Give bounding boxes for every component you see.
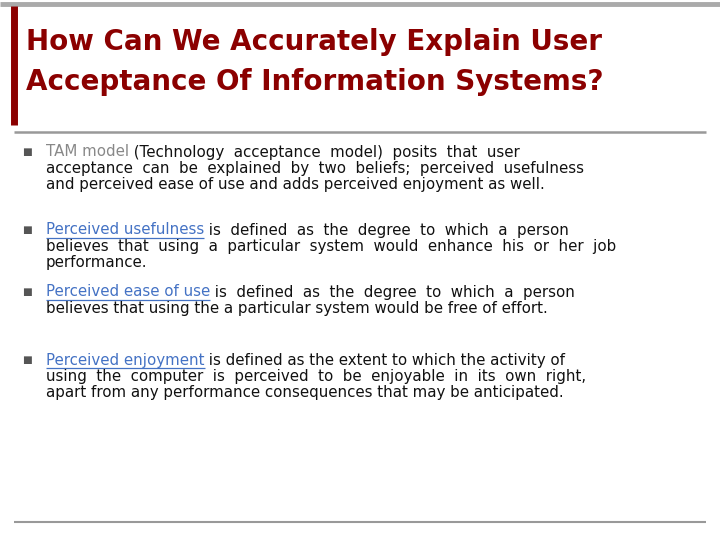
- Text: Perceived usefulness: Perceived usefulness: [46, 222, 204, 238]
- Text: ■: ■: [22, 225, 32, 235]
- Text: using  the  computer  is  perceived  to  be  enjoyable  in  its  own  right,: using the computer is perceived to be en…: [46, 368, 586, 383]
- Text: is defined as the extent to which the activity of: is defined as the extent to which the ac…: [204, 353, 565, 368]
- Text: and perceived ease of use and adds perceived enjoyment as well.: and perceived ease of use and adds perce…: [46, 177, 545, 192]
- Text: Acceptance Of Information Systems?: Acceptance Of Information Systems?: [26, 68, 603, 96]
- Text: believes  that  using  a  particular  system  would  enhance  his  or  her  job: believes that using a particular system …: [46, 239, 616, 253]
- Text: is  defined  as  the  degree  to  which  a  person: is defined as the degree to which a pers…: [210, 285, 575, 300]
- Text: acceptance  can  be  explained  by  two  beliefs;  perceived  usefulness: acceptance can be explained by two belie…: [46, 160, 584, 176]
- Text: TAM model: TAM model: [46, 145, 129, 159]
- Text: apart from any performance consequences that may be anticipated.: apart from any performance consequences …: [46, 384, 564, 400]
- Text: (Technology  acceptance  model)  posits  that  user: (Technology acceptance model) posits tha…: [129, 145, 520, 159]
- Text: Perceived enjoyment: Perceived enjoyment: [46, 353, 204, 368]
- Text: is  defined  as  the  degree  to  which  a  person: is defined as the degree to which a pers…: [204, 222, 569, 238]
- Text: How Can We Accurately Explain User: How Can We Accurately Explain User: [26, 28, 602, 56]
- Text: ■: ■: [22, 147, 32, 157]
- Text: Perceived ease of use: Perceived ease of use: [46, 285, 210, 300]
- Text: performance.: performance.: [46, 254, 148, 269]
- Text: ■: ■: [22, 355, 32, 365]
- Text: ■: ■: [22, 287, 32, 297]
- Text: believes that using the a particular system would be free of effort.: believes that using the a particular sys…: [46, 300, 548, 315]
